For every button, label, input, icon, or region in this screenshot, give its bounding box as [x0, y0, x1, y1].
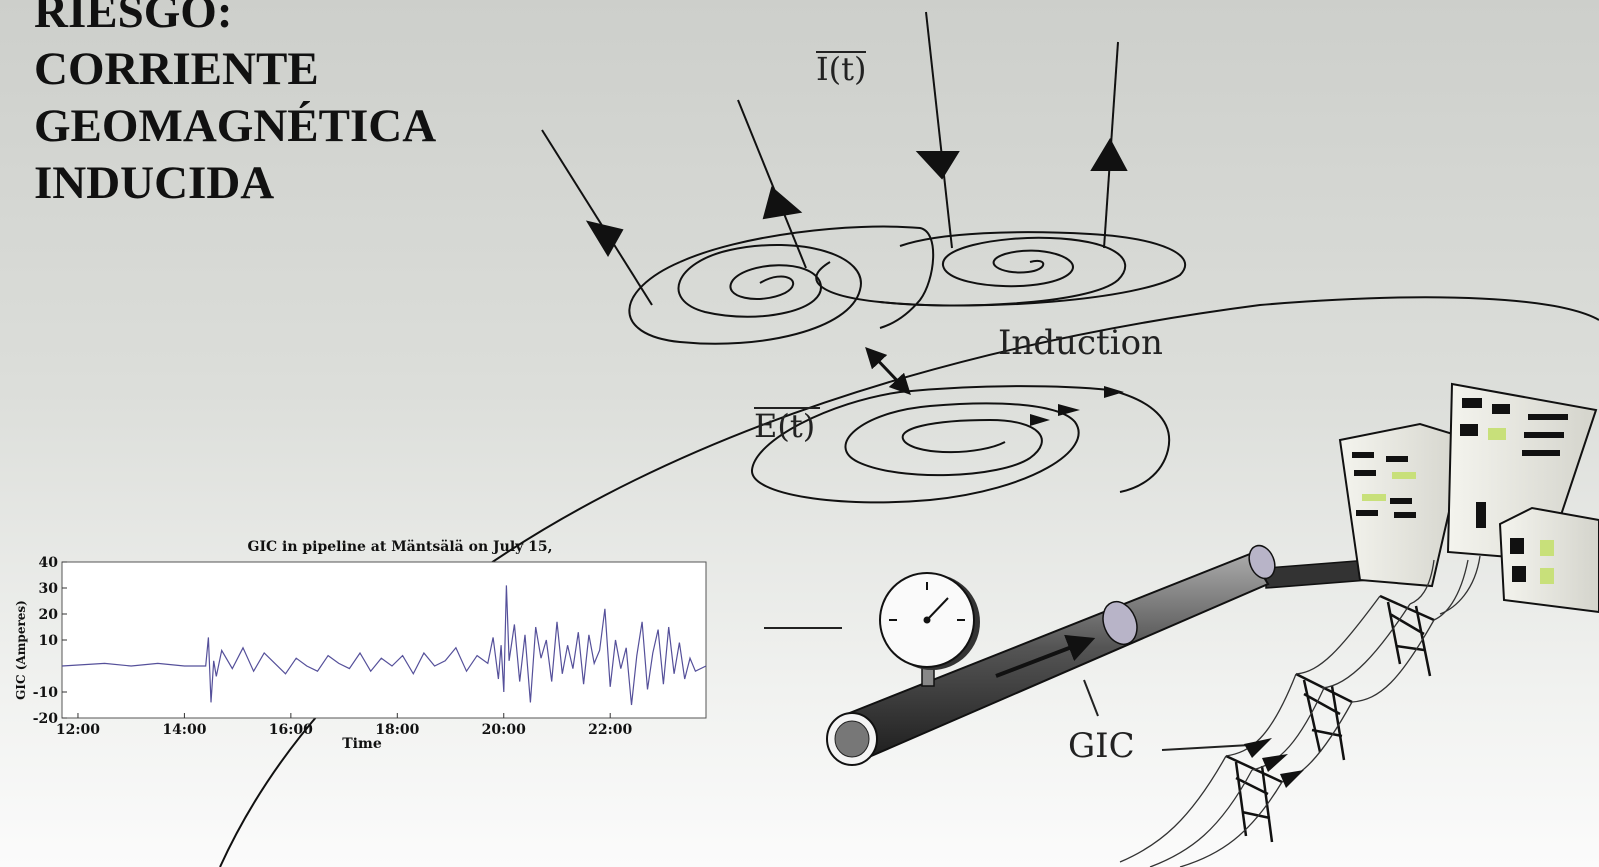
power-lines [1119, 555, 1481, 867]
gic-pointer-line [1161, 744, 1251, 751]
y-tick-label: 10 [39, 633, 59, 649]
pipeline [826, 544, 1371, 766]
field-arrow-heads [1030, 386, 1124, 426]
y-tick-label: 20 [39, 607, 59, 623]
gic-chart: GIC in pipeline at Mäntsälä on July 15, … [14, 539, 707, 752]
electric-field-spiral [750, 385, 1171, 504]
title-line-4: INDUCIDA [34, 157, 275, 209]
y-tick-label: 30 [39, 581, 59, 597]
arrow-head-down-1 [585, 220, 624, 257]
x-tick-label: 18:00 [375, 722, 419, 738]
ionospheric-current-spirals [628, 225, 1187, 345]
current-label: I(t) [816, 50, 866, 88]
x-tick-label: 22:00 [588, 722, 632, 738]
x-tick-label: 12:00 [56, 722, 100, 738]
chart-y-label: GIC (Amperes) [14, 600, 28, 700]
title-line-3: GEOMAGNÉTICA [34, 100, 437, 152]
y-tick-label: 40 [39, 555, 59, 571]
chart-ticks: 12:00 14:00 16:00 18:00 20:00 22:00 40 30 20 10 -1… [33, 555, 633, 738]
power-towers [1225, 594, 1435, 843]
induction-label: Induction [998, 323, 1163, 363]
building-left [1338, 422, 1468, 588]
arrow-head-up-1 [762, 186, 803, 220]
pipe-pointer-line [1083, 679, 1099, 717]
current-arrows [541, 11, 1128, 306]
buildings [1338, 382, 1599, 614]
building-right [1498, 506, 1599, 614]
chart-x-label: Time [342, 736, 382, 752]
y-tick-label: -10 [33, 685, 59, 701]
x-tick-label: 16:00 [269, 722, 313, 738]
x-tick-label: 14:00 [162, 722, 206, 738]
label-field: E(t) [754, 407, 820, 445]
chart-title: GIC in pipeline at Mäntsälä on July 15, [247, 539, 552, 555]
label-current: I(t) [816, 50, 866, 88]
gic-arrow-heads [1244, 738, 1304, 788]
arrow-head-down-2 [915, 151, 960, 180]
title-line-2: CORRIENTE [34, 43, 319, 95]
chart-plot-area [61, 561, 707, 719]
pipe-joint-1 [1102, 600, 1138, 646]
title-line-1: RIESGO: [34, 0, 233, 38]
y-tick-label: -20 [33, 711, 59, 727]
pressure-gauge [879, 572, 980, 687]
induction-arrow [865, 346, 911, 396]
pipe-current-arrow [995, 634, 1096, 678]
arrow-head-up-2 [1090, 137, 1128, 171]
x-tick-label: 20:00 [482, 722, 526, 738]
slide-title: RIESGO: CORRIENTE GEOMAGNÉTICA INDUCIDA [34, 0, 436, 212]
pipe-joint-2 [1248, 544, 1276, 580]
gic-label: GIC [1068, 726, 1135, 766]
field-label: E(t) [754, 407, 815, 445]
gic-series-line [61, 585, 707, 706]
